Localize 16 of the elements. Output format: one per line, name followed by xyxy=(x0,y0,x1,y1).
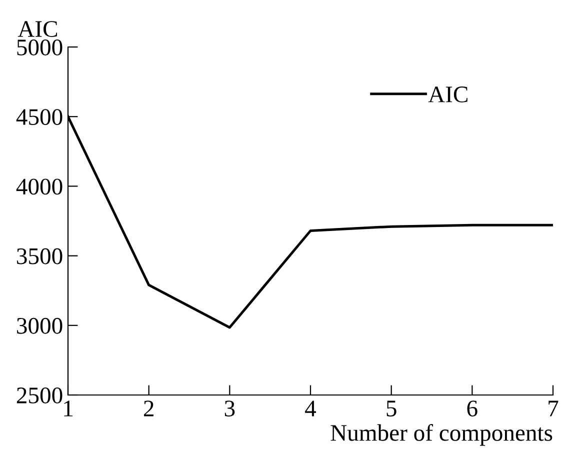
x-tick-label: 6 xyxy=(467,400,478,416)
y-tick-label: 3500 xyxy=(17,248,62,264)
y-tick-label: 5000 xyxy=(17,39,62,56)
y-tick-label: 4500 xyxy=(16,109,62,126)
y-tick-label: 4000 xyxy=(16,178,62,195)
x-axis-title: Number of components xyxy=(330,424,552,446)
y-axis-title: AIC xyxy=(18,21,57,37)
x-tick-label: 4 xyxy=(305,400,316,416)
y-tick-label: 3000 xyxy=(17,318,62,334)
x-tick-label: 7 xyxy=(548,400,558,416)
x-tick-label: 3 xyxy=(224,400,235,416)
x-tick-label: 5 xyxy=(386,400,396,416)
legend-label: AIC xyxy=(428,86,468,102)
y-tick-label: 2500 xyxy=(16,387,62,404)
x-tick-label: 1 xyxy=(64,400,72,416)
x-tick-label: 2 xyxy=(144,400,154,416)
